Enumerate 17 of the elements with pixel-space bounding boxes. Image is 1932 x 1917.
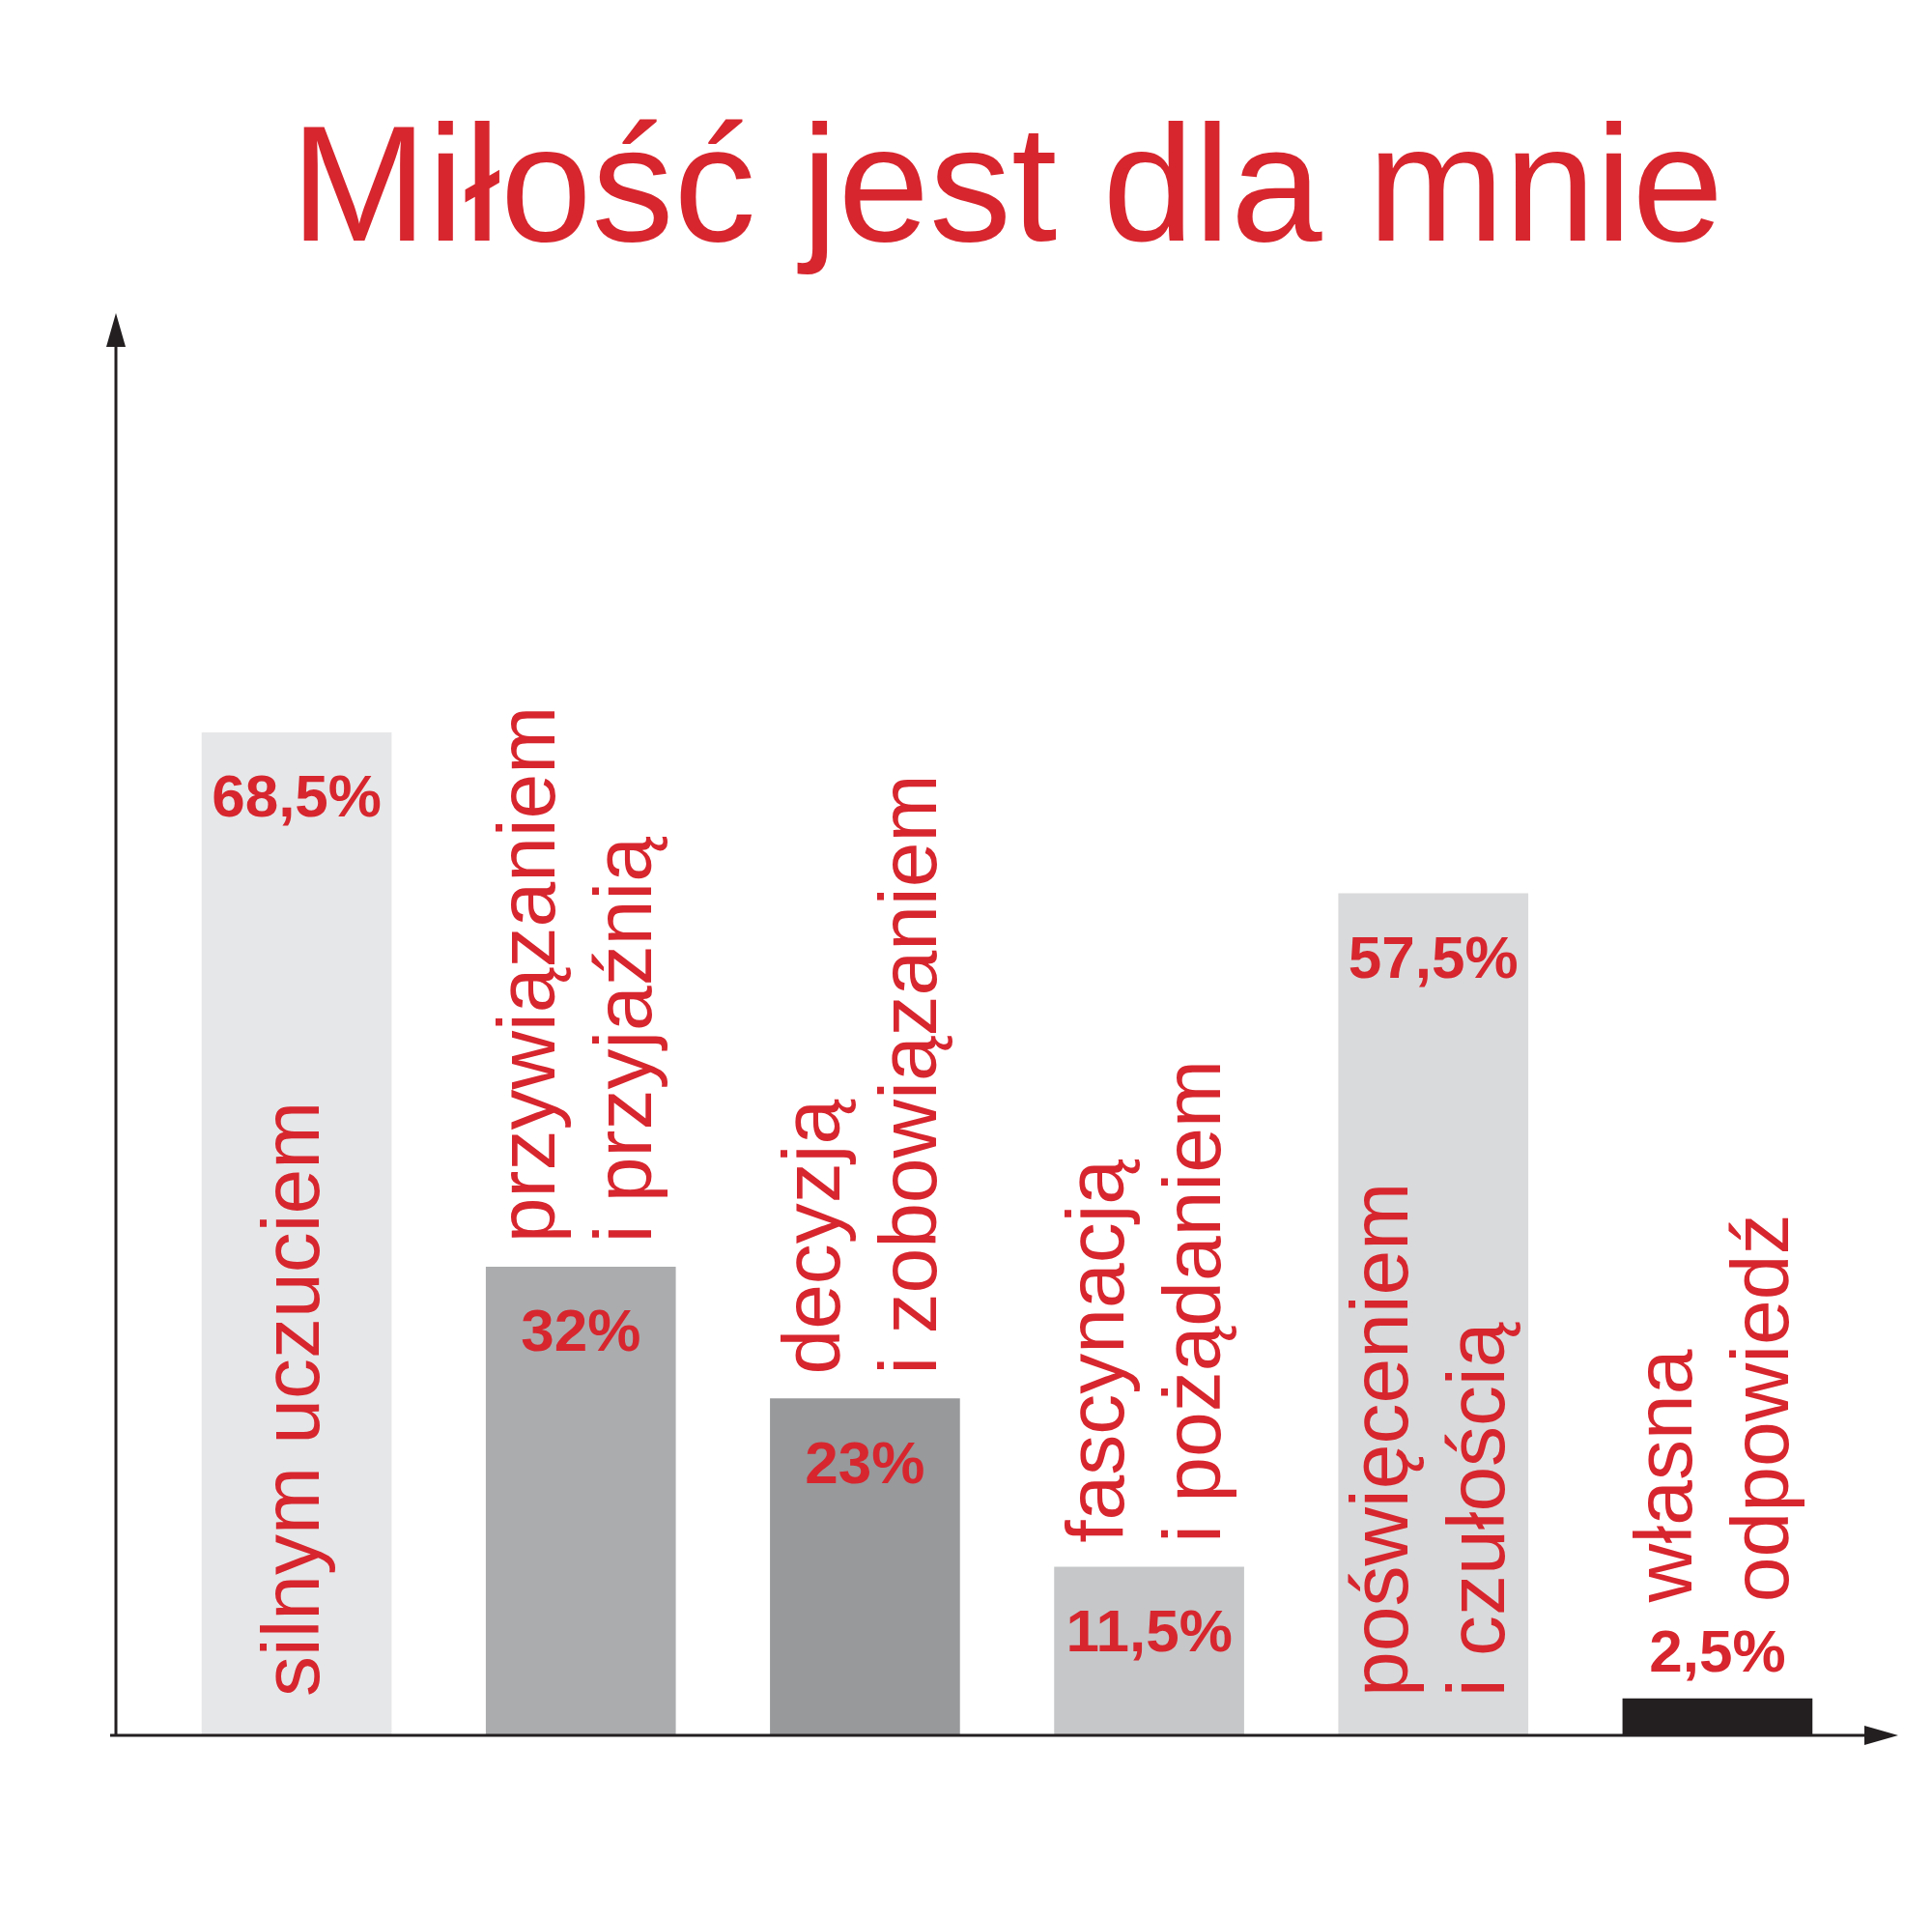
data-label: 57,5% (1348, 924, 1519, 991)
bar (1054, 1566, 1244, 1735)
data-label: 11,5% (1065, 1596, 1233, 1664)
bar (201, 731, 392, 1735)
x-tick-label: decyzją i zobowiązaniem (765, 774, 953, 1375)
x-tick-label: poświęceniem i czułością (1333, 1182, 1521, 1697)
data-label: 2,5% (1649, 1617, 1786, 1685)
x-tick-label: fascynacją i pożądaniem (1049, 1060, 1237, 1543)
bar (770, 1398, 960, 1735)
data-label: 23% (805, 1428, 925, 1496)
x-tick-label: silnym uczuciem (245, 1101, 337, 1697)
chart-title: Miłość jest dla mnie (290, 91, 1724, 275)
bar (485, 1266, 676, 1735)
x-tick-label: własna odpowiedź (1618, 1214, 1806, 1604)
x-tick-label: przywiązaniem i przyjaźnią (481, 705, 669, 1244)
data-label: 68,5% (212, 762, 382, 830)
data-label: 32% (521, 1297, 641, 1364)
